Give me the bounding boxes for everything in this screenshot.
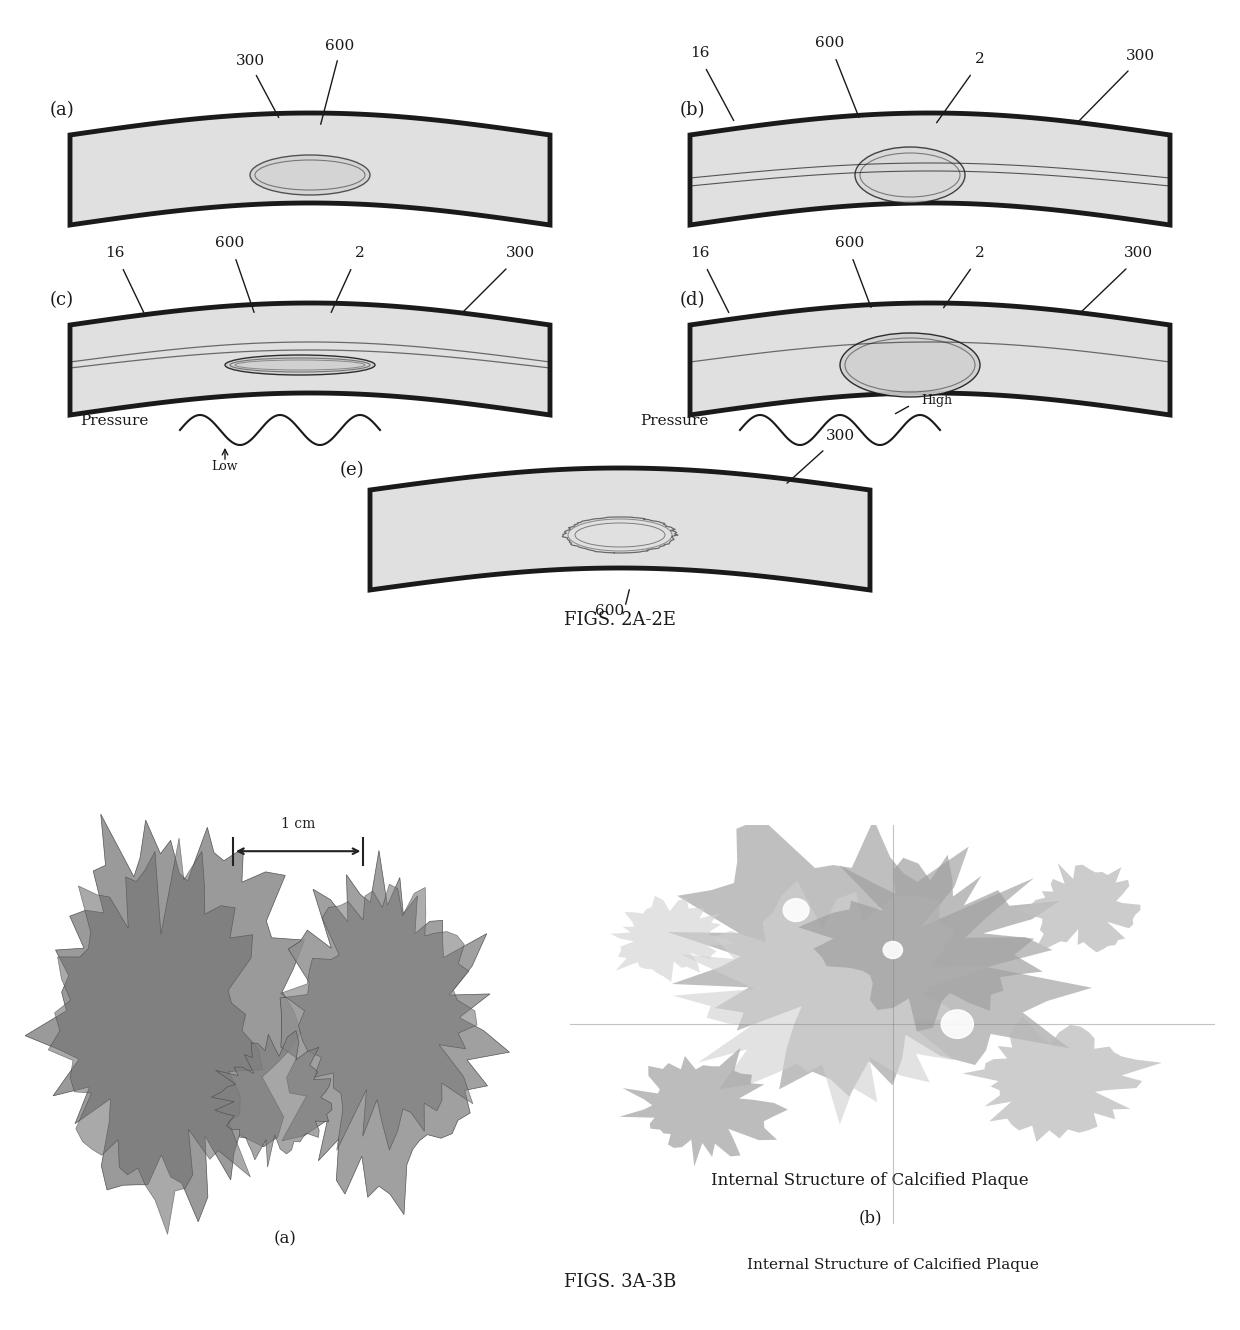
Text: 600: 600	[325, 39, 355, 53]
Text: 300: 300	[826, 430, 854, 443]
Text: 2: 2	[975, 246, 985, 259]
Circle shape	[784, 899, 808, 922]
Polygon shape	[610, 896, 735, 982]
Polygon shape	[962, 1016, 1162, 1142]
Text: 600: 600	[216, 235, 244, 250]
Text: 300: 300	[506, 246, 534, 259]
Circle shape	[1109, 987, 1128, 1004]
Text: 300: 300	[1126, 49, 1154, 63]
Polygon shape	[280, 850, 510, 1214]
Text: (d): (d)	[680, 291, 706, 309]
Text: Internal Structure of Calcified Plaque: Internal Structure of Calcified Plaque	[712, 1172, 1029, 1189]
Text: FIGS. 2A-2E: FIGS. 2A-2E	[564, 610, 676, 629]
Text: 600: 600	[836, 235, 864, 250]
Ellipse shape	[839, 332, 980, 396]
Ellipse shape	[250, 156, 370, 196]
Polygon shape	[619, 1048, 787, 1166]
Text: (e): (e)	[340, 462, 365, 479]
Circle shape	[883, 942, 903, 959]
Text: Low: Low	[212, 460, 238, 473]
Text: High: High	[921, 394, 952, 407]
Text: 16: 16	[105, 246, 125, 259]
Polygon shape	[69, 113, 551, 225]
Text: Internal Structure of Calcified Plaque: Internal Structure of Calcified Plaque	[746, 1258, 1039, 1273]
Text: (c): (c)	[50, 291, 74, 309]
Text: 2: 2	[975, 52, 985, 66]
Text: FIGS. 3A-3B: FIGS. 3A-3B	[564, 1273, 676, 1291]
Text: 300: 300	[1123, 246, 1152, 259]
Text: 16: 16	[691, 246, 709, 259]
Polygon shape	[689, 303, 1171, 415]
Text: 600: 600	[816, 36, 844, 51]
Ellipse shape	[224, 355, 374, 375]
Polygon shape	[48, 838, 263, 1234]
Text: 300: 300	[236, 55, 264, 68]
Text: 600: 600	[595, 604, 625, 618]
Polygon shape	[370, 468, 870, 591]
Text: Pressure: Pressure	[81, 414, 149, 428]
Ellipse shape	[856, 148, 965, 203]
Text: 16: 16	[691, 47, 709, 60]
Polygon shape	[69, 303, 551, 415]
Circle shape	[941, 1009, 973, 1039]
Text: Pressure: Pressure	[640, 414, 708, 428]
Polygon shape	[280, 884, 477, 1150]
Text: 2: 2	[355, 246, 365, 259]
Text: (a): (a)	[274, 1230, 296, 1248]
Text: 1 cm: 1 cm	[281, 817, 315, 831]
Polygon shape	[672, 880, 997, 1125]
Polygon shape	[25, 814, 305, 1222]
Polygon shape	[212, 1031, 332, 1168]
Text: (a): (a)	[50, 101, 74, 118]
Polygon shape	[799, 855, 1060, 1032]
Text: (b): (b)	[680, 101, 706, 118]
Text: (b): (b)	[858, 1209, 882, 1226]
Polygon shape	[1019, 863, 1141, 952]
Polygon shape	[667, 818, 1092, 1096]
Polygon shape	[689, 113, 1171, 225]
